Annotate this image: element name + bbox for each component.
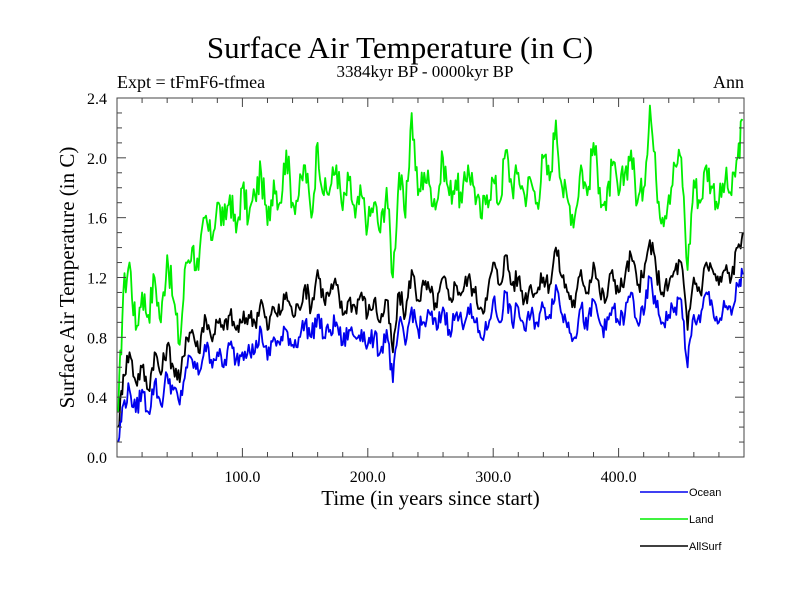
season-label: Ann <box>713 72 744 92</box>
y-tick-label: 2.4 <box>87 91 107 108</box>
legend-label-land: Land <box>689 514 713 526</box>
series-line-allsurf <box>117 232 744 428</box>
series-line-land <box>117 104 744 413</box>
x-tick-label: 300.0 <box>475 469 511 486</box>
x-tick-label: 400.0 <box>601 469 637 486</box>
y-tick-label: 2.0 <box>87 151 107 168</box>
legend-label-allsurf: AllSurf <box>689 541 722 553</box>
y-axis-title: Surface Air Temperature (in C) <box>55 147 79 409</box>
x-tick-label: 100.0 <box>224 469 260 486</box>
y-tick-label: 1.2 <box>87 271 107 288</box>
series-line-ocean <box>117 267 744 443</box>
chart-title: Surface Air Temperature (in C) <box>206 30 594 65</box>
x-axis-title: Time (in years since start) <box>321 486 540 510</box>
series-layer <box>117 104 744 443</box>
experiment-label: Expt = tFmF6-tfmea <box>117 72 266 92</box>
ticks-layer <box>117 98 744 457</box>
y-tick-label: 1.6 <box>87 211 107 228</box>
labels-layer: 100.0 200.0 300.0 400.0 0.0 0.4 0.8 1.2 1.6 2.0 2.… <box>87 91 637 486</box>
x-tick-label: 200.0 <box>350 469 386 486</box>
y-tick-label: 0.4 <box>87 390 107 407</box>
y-tick-label: 0.8 <box>87 330 107 347</box>
legend: Ocean Land AllSurf <box>640 487 722 553</box>
legend-label-ocean: Ocean <box>689 487 721 499</box>
y-tick-label: 0.0 <box>87 450 107 467</box>
chart-subtitle: 3384kyr BP - 0000kyr BP <box>336 62 514 81</box>
